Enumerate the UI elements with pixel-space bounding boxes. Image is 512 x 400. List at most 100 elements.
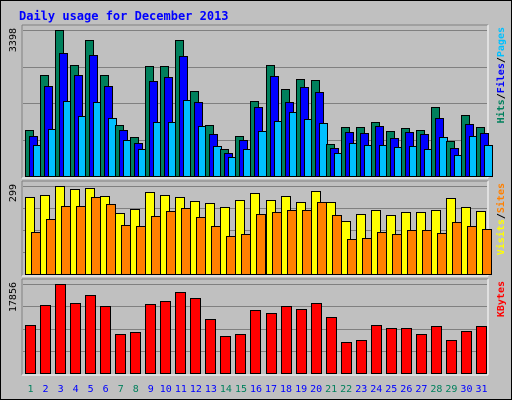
bar-sites-day-14 xyxy=(226,236,236,275)
bar-sites-day-6 xyxy=(106,204,116,275)
bar-sites-day-17 xyxy=(272,212,282,275)
bar-kbytes-day-16 xyxy=(250,310,261,374)
x-tick-label-29: 29 xyxy=(445,384,457,395)
bar-sites-day-26 xyxy=(407,230,417,275)
x-tick-label-14: 14 xyxy=(220,384,232,395)
x-tick-label-26: 26 xyxy=(400,384,412,395)
bar-sites-day-2 xyxy=(46,219,56,275)
bar-sites-day-22 xyxy=(347,239,357,275)
bar-sites-day-20 xyxy=(317,202,327,275)
bar-kbytes-day-30 xyxy=(461,331,472,374)
bar-sites-day-21 xyxy=(332,215,342,275)
x-tick-label-30: 30 xyxy=(460,384,472,395)
x-tick-label-16: 16 xyxy=(250,384,262,395)
x-tick-label-13: 13 xyxy=(205,384,217,395)
bar-kbytes-day-29 xyxy=(446,340,457,374)
legend-kbytes: KBytes xyxy=(496,281,507,317)
x-tick-label-9: 9 xyxy=(148,384,154,395)
bar-sites-day-18 xyxy=(287,210,297,275)
bar-kbytes-day-21 xyxy=(326,317,337,374)
bar-sites-day-28 xyxy=(437,233,447,275)
x-tick-label-19: 19 xyxy=(295,384,307,395)
bar-kbytes-day-15 xyxy=(235,334,246,374)
bar-sites-day-16 xyxy=(256,214,266,275)
bar-kbytes-day-3 xyxy=(55,284,66,374)
x-tick-label-11: 11 xyxy=(175,384,187,395)
bar-kbytes-day-20 xyxy=(311,303,322,374)
bar-sites-day-5 xyxy=(91,197,101,275)
bar-sites-day-23 xyxy=(362,238,372,275)
bar-sites-day-4 xyxy=(76,206,86,275)
y-max-label: 3398 xyxy=(8,28,19,52)
x-tick-label-18: 18 xyxy=(280,384,292,395)
bar-kbytes-day-26 xyxy=(401,328,412,374)
right-axis-legend: KBytes xyxy=(496,281,507,317)
bar-kbytes-day-25 xyxy=(386,328,397,374)
x-tick-label-17: 17 xyxy=(265,384,277,395)
x-tick-label-21: 21 xyxy=(325,384,337,395)
x-tick-label-6: 6 xyxy=(103,384,109,395)
bar-kbytes-day-10 xyxy=(160,301,171,374)
x-tick-label-4: 4 xyxy=(73,384,79,395)
legend-sites: Sites xyxy=(495,183,507,213)
panel-middle: 299 Visits/Sites xyxy=(8,180,507,277)
bar-kbytes-day-18 xyxy=(281,306,292,374)
legend-visits: Visits xyxy=(495,219,507,255)
bar-kbytes-day-17 xyxy=(266,313,277,374)
x-tick-label-3: 3 xyxy=(58,384,64,395)
legend-separator: / xyxy=(496,93,507,99)
x-tick-label-27: 27 xyxy=(415,384,427,395)
x-tick-label-2: 2 xyxy=(43,384,49,395)
x-tick-label-5: 5 xyxy=(88,384,94,395)
chart-panels: 3398Hits/Files/Pages299Visits/Sites17856… xyxy=(8,24,507,376)
bar-kbytes-day-8 xyxy=(130,332,141,374)
bar-sites-day-29 xyxy=(452,222,462,275)
bar-kbytes-day-19 xyxy=(296,309,307,374)
bar-kbytes-day-14 xyxy=(220,336,231,374)
x-tick-label-15: 15 xyxy=(235,384,247,395)
x-tick-label-12: 12 xyxy=(190,384,202,395)
x-tick-label-8: 8 xyxy=(133,384,139,395)
bar-sites-day-24 xyxy=(377,232,387,275)
bar-kbytes-day-2 xyxy=(40,305,51,374)
bar-kbytes-day-31 xyxy=(476,326,487,374)
x-tick-label-7: 7 xyxy=(118,384,124,395)
bar-sites-day-1 xyxy=(31,232,41,275)
bar-kbytes-day-22 xyxy=(341,342,352,374)
x-tick-label-10: 10 xyxy=(160,384,172,395)
bar-kbytes-day-27 xyxy=(416,334,427,374)
bar-kbytes-day-24 xyxy=(371,325,382,374)
bar-kbytes-day-9 xyxy=(145,304,156,374)
bar-kbytes-day-13 xyxy=(205,319,216,374)
bar-sites-day-31 xyxy=(482,229,492,275)
bar-sites-day-30 xyxy=(467,226,477,275)
chart-title: Daily usage for December 2013 xyxy=(19,9,229,23)
bar-sites-day-12 xyxy=(196,217,206,275)
bar-pages-day-31 xyxy=(484,145,493,177)
x-tick-label-25: 25 xyxy=(385,384,397,395)
bar-kbytes-day-23 xyxy=(356,340,367,374)
legend-separator: / xyxy=(496,57,507,63)
y-max-label: 299 xyxy=(8,184,19,202)
bar-sites-day-27 xyxy=(422,230,432,275)
bar-kbytes-day-4 xyxy=(70,303,81,374)
bar-sites-day-19 xyxy=(302,210,312,275)
x-tick-label-31: 31 xyxy=(475,384,487,395)
bar-sites-day-25 xyxy=(392,234,402,275)
legend-files: Files xyxy=(495,63,507,93)
bar-sites-day-7 xyxy=(121,225,131,275)
right-axis-legend: Visits/Sites xyxy=(495,183,507,255)
x-tick-label-1: 1 xyxy=(28,384,34,395)
y-max-label: 17856 xyxy=(8,282,19,312)
bar-kbytes-day-7 xyxy=(115,334,126,374)
legend-separator: / xyxy=(496,213,507,219)
bar-kbytes-day-12 xyxy=(190,298,201,374)
bar-kbytes-day-5 xyxy=(85,295,96,374)
legend-pages: Pages xyxy=(496,27,507,57)
legend-hits: Hits xyxy=(495,99,507,123)
bar-kbytes-day-1 xyxy=(25,325,36,374)
x-tick-label-20: 20 xyxy=(310,384,322,395)
bar-kbytes-day-28 xyxy=(431,326,442,374)
